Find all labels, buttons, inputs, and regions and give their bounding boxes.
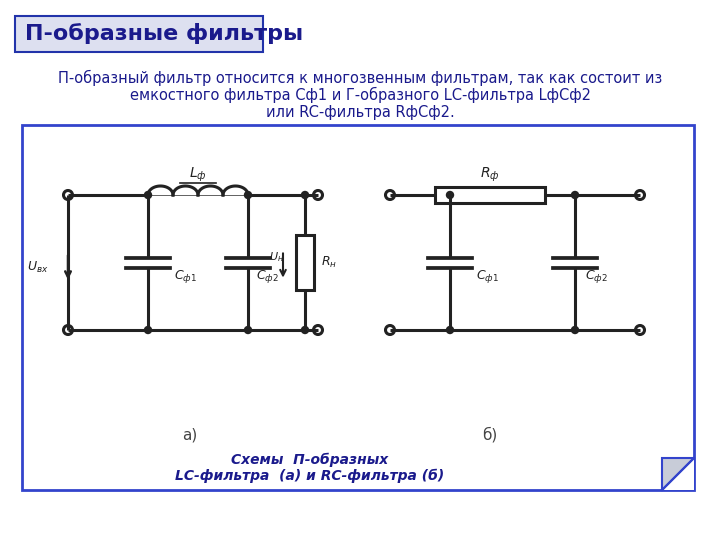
FancyBboxPatch shape [15, 16, 263, 52]
Polygon shape [662, 458, 694, 490]
Text: а): а) [182, 428, 197, 442]
Text: б): б) [482, 427, 498, 443]
Text: П-образные фильтры: П-образные фильтры [25, 24, 303, 44]
Circle shape [245, 327, 251, 334]
Circle shape [446, 192, 454, 199]
Bar [435, 187, 545, 203]
Text: $C_{ф1}$: $C_{ф1}$ [174, 268, 197, 285]
Text: или RC-фильтра RфСф2.: или RC-фильтра RфСф2. [266, 105, 454, 119]
Circle shape [302, 327, 308, 334]
Bar [296, 235, 314, 290]
Text: $R_{н}$: $R_{н}$ [321, 255, 337, 270]
Circle shape [446, 327, 454, 334]
Circle shape [145, 327, 151, 334]
Text: $R_{ф}$: $R_{ф}$ [480, 166, 500, 184]
Circle shape [572, 327, 578, 334]
Circle shape [145, 192, 151, 199]
Circle shape [302, 192, 308, 199]
Text: $U_{вх}$: $U_{вх}$ [27, 260, 49, 275]
Polygon shape [662, 458, 694, 490]
Circle shape [572, 192, 578, 199]
Circle shape [245, 192, 251, 199]
Text: $L_{ф}$: $L_{ф}$ [189, 166, 207, 184]
FancyBboxPatch shape [22, 125, 694, 490]
Text: $U_{н}$: $U_{н}$ [269, 251, 284, 265]
Text: П-образный фильтр относится к многозвенным фильтрам, так как состоит из: П-образный фильтр относится к многозвенн… [58, 70, 662, 86]
Text: LC-фильтра  (а) и RC-фильтра (б): LC-фильтра (а) и RC-фильтра (б) [176, 469, 445, 483]
Text: $C_{ф1}$: $C_{ф1}$ [476, 268, 499, 285]
Text: емкостного фильтра Сф1 и Г-образного LC-фильтра LфСф2: емкостного фильтра Сф1 и Г-образного LC-… [130, 87, 590, 103]
Text: Схемы  П-образных: Схемы П-образных [231, 453, 389, 467]
Text: $C_{ф2}$: $C_{ф2}$ [585, 268, 608, 285]
Text: $C_{ф2}$: $C_{ф2}$ [256, 268, 279, 285]
